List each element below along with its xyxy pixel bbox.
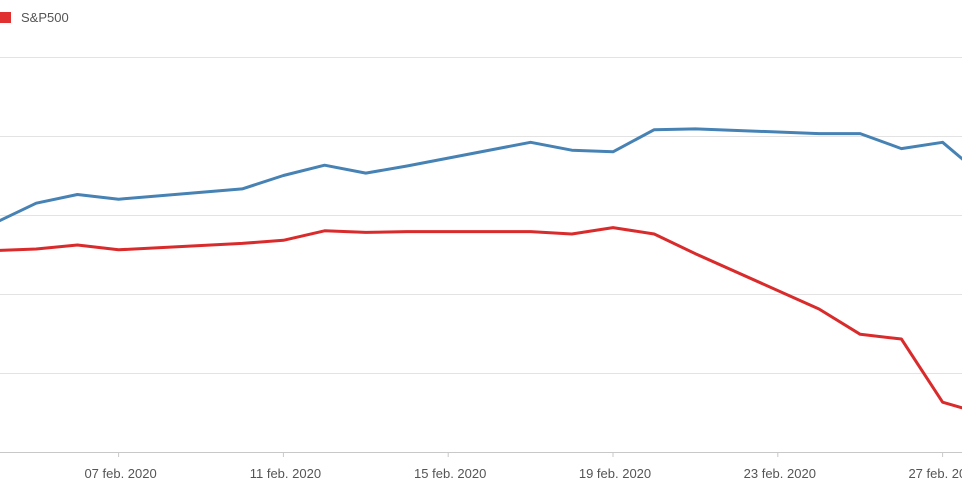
x-tick-label: 19 feb. 2020 xyxy=(579,466,651,481)
legend-swatch-sp500 xyxy=(0,11,11,23)
x-tick-label: 11 feb. 2020 xyxy=(250,466,321,481)
x-tick-label: 23 feb. 2020 xyxy=(744,466,816,481)
legend-label-sp500: S&P500 xyxy=(21,9,69,25)
series-line-1 xyxy=(0,127,962,223)
legend: S&P500 xyxy=(0,9,69,25)
x-tick-label: 27 feb. 2020 xyxy=(908,466,962,481)
x-tick-label: 15 feb. 2020 xyxy=(414,466,486,481)
x-axis-ticks: 07 feb. 2020 11 feb. 2020 15 feb. 2020 19 f… xyxy=(84,452,962,481)
series-line-2 xyxy=(0,226,962,410)
grid-lines xyxy=(0,57,962,453)
x-tick-label: 07 feb. 2020 xyxy=(84,466,156,481)
series-lines xyxy=(0,127,962,410)
